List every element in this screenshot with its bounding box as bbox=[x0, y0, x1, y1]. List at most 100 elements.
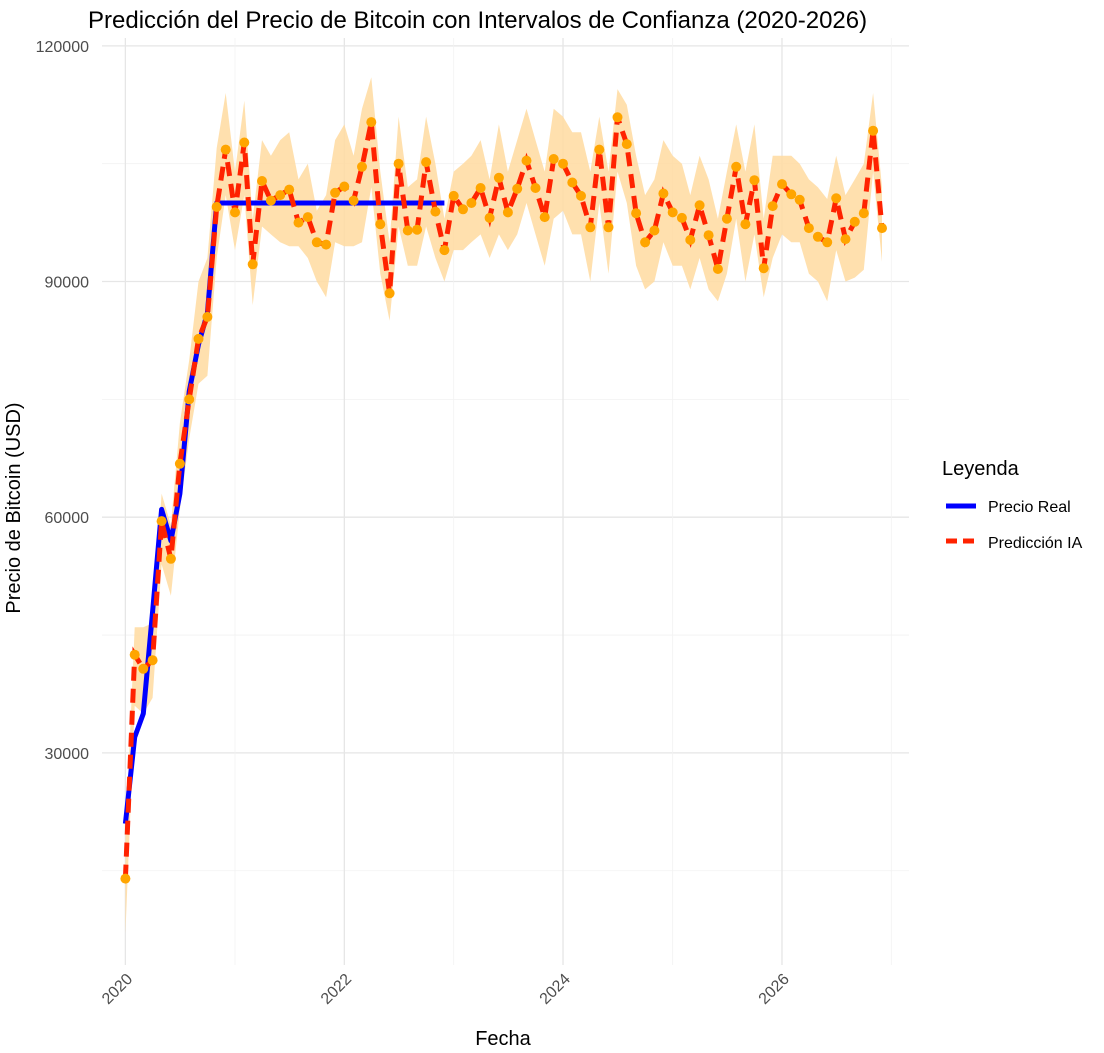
prediction-point bbox=[658, 188, 669, 199]
prediction-point bbox=[293, 217, 304, 228]
prediction-point bbox=[448, 190, 459, 201]
prediction-point bbox=[767, 201, 778, 212]
prediction-point bbox=[649, 225, 660, 236]
prediction-point bbox=[803, 223, 814, 234]
y-tick-label: 120000 bbox=[36, 39, 89, 56]
prediction-point bbox=[393, 158, 404, 169]
prediction-point bbox=[493, 172, 504, 183]
prediction-point bbox=[484, 212, 495, 223]
prediction-point bbox=[502, 207, 513, 218]
prediction-point bbox=[230, 207, 240, 218]
chart-title: Predicción del Precio de Bitcoin con Int… bbox=[88, 7, 867, 34]
prediction-point bbox=[439, 245, 450, 256]
prediction-point bbox=[265, 195, 276, 206]
prediction-point bbox=[694, 200, 705, 211]
prediction-point bbox=[640, 237, 651, 248]
prediction-point bbox=[284, 184, 295, 195]
prediction-point bbox=[421, 157, 432, 168]
prediction-point bbox=[858, 208, 869, 219]
prediction-point bbox=[567, 177, 578, 188]
prediction-point bbox=[631, 208, 642, 219]
prediction-point bbox=[321, 239, 332, 250]
prediction-point bbox=[612, 112, 623, 123]
prediction-point bbox=[667, 207, 678, 218]
prediction-point bbox=[868, 125, 879, 136]
prediction-point bbox=[402, 225, 413, 236]
prediction-point bbox=[129, 649, 140, 660]
prediction-point bbox=[174, 458, 185, 469]
prediction-point bbox=[712, 264, 723, 274]
prediction-point bbox=[521, 155, 532, 166]
prediction-point bbox=[257, 176, 267, 186]
prediction-point bbox=[548, 154, 559, 164]
prediction-point bbox=[339, 181, 350, 192]
prediction-point bbox=[794, 194, 805, 205]
prediction-point bbox=[849, 216, 860, 227]
prediction-points bbox=[120, 112, 887, 884]
legend-label-real: Precio Real bbox=[988, 499, 1071, 516]
prediction-point bbox=[576, 190, 586, 201]
prediction-point bbox=[375, 219, 386, 230]
prediction-point bbox=[721, 213, 732, 224]
prediction-point bbox=[840, 234, 851, 245]
prediction-point bbox=[530, 183, 541, 193]
prediction-point bbox=[594, 144, 605, 155]
prediction-point bbox=[539, 212, 550, 223]
prediction-point bbox=[758, 263, 769, 274]
x-axis-label: Fecha bbox=[475, 1028, 531, 1050]
prediction-point bbox=[731, 161, 742, 172]
prediction-point bbox=[193, 333, 204, 344]
prediction-point bbox=[348, 195, 359, 206]
prediction-point bbox=[466, 198, 477, 208]
prediction-point bbox=[147, 655, 158, 666]
prediction-point bbox=[558, 158, 568, 169]
y-axis-ticks: 30000 60000 90000 120000 bbox=[36, 39, 89, 763]
prediction-point bbox=[777, 179, 787, 190]
prediction-point bbox=[685, 234, 696, 245]
y-tick-label: 90000 bbox=[45, 275, 90, 292]
legend-label-prediction: Predicción IA bbox=[988, 535, 1083, 552]
y-tick-label: 30000 bbox=[45, 746, 90, 763]
prediction-point bbox=[211, 201, 222, 212]
prediction-point bbox=[366, 117, 377, 128]
prediction-point bbox=[512, 183, 523, 194]
prediction-point bbox=[458, 204, 468, 215]
prediction-point bbox=[749, 175, 760, 186]
prediction-point bbox=[275, 190, 286, 201]
y-axis-label: Precio de Bitcoin (USD) bbox=[3, 402, 25, 613]
prediction-point bbox=[138, 663, 149, 674]
prediction-line bbox=[122, 116, 885, 879]
prediction-point bbox=[311, 237, 322, 248]
prediction-point bbox=[302, 212, 313, 223]
prediction-point bbox=[156, 516, 167, 527]
prediction-point bbox=[202, 311, 213, 322]
y-tick-label: 60000 bbox=[45, 510, 90, 527]
prediction-point bbox=[475, 183, 486, 193]
prediction-point bbox=[831, 193, 842, 204]
prediction-point bbox=[621, 139, 632, 150]
prediction-point bbox=[430, 206, 441, 217]
prediction-point bbox=[676, 212, 687, 223]
prediction-point bbox=[239, 137, 250, 148]
legend: Leyenda Precio Real Predicción IA bbox=[942, 458, 1083, 552]
prediction-point bbox=[822, 237, 833, 248]
prediction-point bbox=[877, 223, 887, 234]
prediction-point bbox=[357, 161, 367, 172]
prediction-point bbox=[740, 219, 751, 230]
prediction-point bbox=[330, 187, 341, 198]
prediction-point bbox=[585, 222, 596, 233]
prediction-point bbox=[120, 873, 131, 884]
prediction-point bbox=[184, 394, 195, 405]
prediction-point bbox=[603, 222, 614, 233]
prediction-point bbox=[247, 259, 258, 270]
prediction-point bbox=[412, 224, 423, 235]
prediction-point bbox=[812, 231, 823, 242]
prediction-point bbox=[786, 189, 797, 200]
prediction-point bbox=[703, 230, 714, 241]
prediction-series bbox=[122, 116, 885, 879]
legend-title: Leyenda bbox=[942, 458, 1020, 480]
prediction-point bbox=[384, 288, 395, 299]
prediction-point bbox=[220, 144, 231, 155]
prediction-point bbox=[165, 553, 176, 564]
